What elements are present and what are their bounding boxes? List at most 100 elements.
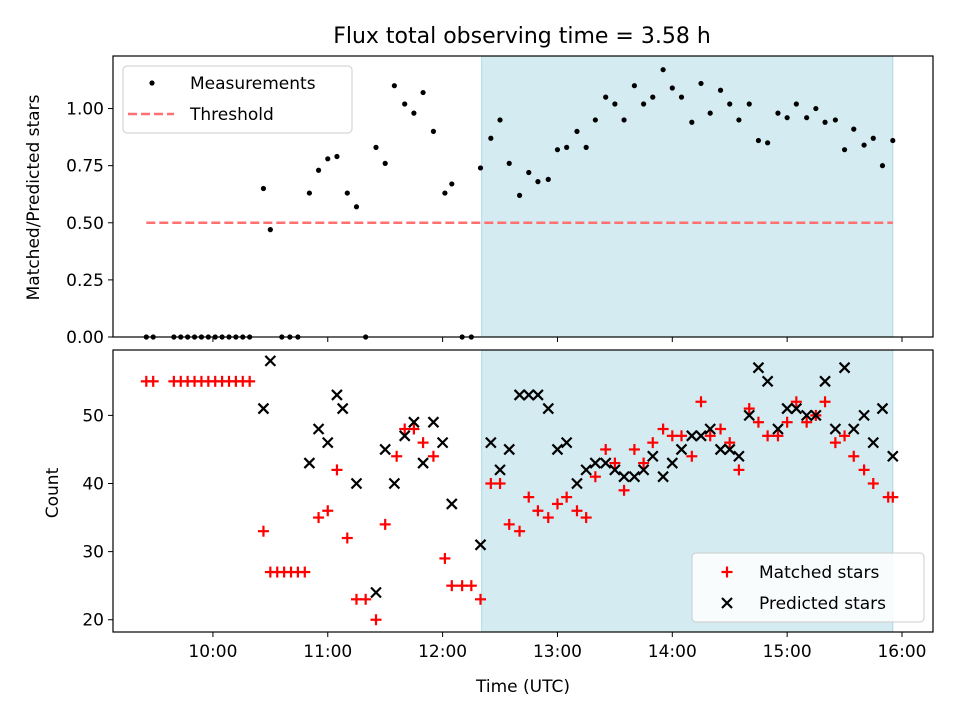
predicted-stars-points <box>257 355 899 599</box>
predicted-star-point <box>743 409 756 422</box>
measurement-point <box>315 167 322 173</box>
matched-star-point <box>446 580 458 592</box>
measurement-point <box>765 140 771 146</box>
matched-star-point <box>666 430 678 442</box>
top-y-tick-label: 0.75 <box>66 157 104 177</box>
measurement-point <box>650 94 656 100</box>
predicted-star-point <box>503 443 515 456</box>
measurement-point <box>736 117 742 123</box>
predicted-star-point <box>398 430 411 442</box>
bottom-legend-box <box>691 552 925 623</box>
x-tick-label: 16:00 <box>877 642 926 662</box>
predicted-star-point <box>723 443 736 456</box>
legend-measurements-label: Measurements <box>190 74 316 94</box>
matched-star-point <box>733 464 745 476</box>
measurement-point <box>545 176 551 182</box>
measurement-point <box>861 142 867 148</box>
predicted-star-point <box>494 464 506 476</box>
predicted-star-point <box>485 436 497 449</box>
matched-star-point <box>628 443 640 455</box>
measurement-point <box>707 110 713 116</box>
predicted-star-point <box>513 389 526 401</box>
measurement-point <box>583 144 589 150</box>
predicted-star-point <box>704 423 716 435</box>
chart-title: Flux total observing time = 3.58 h <box>333 24 711 49</box>
measurement-point <box>430 128 437 134</box>
matched-star-point <box>801 416 813 428</box>
matched-star-point <box>638 457 650 469</box>
measurement-point <box>564 144 570 150</box>
predicted-star-point <box>350 477 363 490</box>
predicted-star-point <box>887 450 899 463</box>
predicted-star-point <box>847 423 860 435</box>
legend-matched-marker <box>721 566 733 578</box>
measurement-point <box>325 156 331 162</box>
predicted-star-point <box>379 443 391 456</box>
measurement-point <box>870 135 876 141</box>
predicted-star-point <box>312 423 325 435</box>
matched-star-point <box>485 478 497 490</box>
top-y-axis-label: Matched/Predicted stars <box>24 94 44 300</box>
matched-star-point <box>724 437 736 449</box>
measurement-point <box>841 147 848 153</box>
matched-stars-points <box>140 375 899 626</box>
measurement-point <box>698 80 704 87</box>
matched-star-point <box>772 430 784 442</box>
legend-measurements-marker <box>149 80 155 86</box>
top-x-axis <box>212 337 903 342</box>
matched-star-point <box>465 580 477 592</box>
measurement-point <box>727 101 733 107</box>
measurement-point <box>804 115 810 121</box>
matched-star-point <box>571 505 583 517</box>
bottom-y-tick-label: 50 <box>82 406 104 426</box>
predicted-star-point <box>810 409 822 422</box>
measurement-point <box>851 126 857 132</box>
matched-star-point <box>532 505 544 517</box>
measurement-point <box>420 89 426 96</box>
predicted-star-point <box>522 389 535 401</box>
matched-star-point <box>781 416 793 428</box>
predicted-star-point <box>321 436 334 449</box>
measurement-point <box>746 101 752 107</box>
legend-predicted-cross <box>721 597 733 609</box>
measurement-point <box>526 169 532 176</box>
matched-star-point <box>752 416 764 428</box>
predicted-star-point <box>474 539 487 551</box>
predicted-star-point <box>761 375 774 388</box>
predicted-star-point <box>370 586 382 599</box>
matched-star-point <box>762 430 774 442</box>
matched-star-point <box>331 464 343 476</box>
measurement-point <box>391 83 397 89</box>
matched-star-point <box>514 525 526 537</box>
measurement-point <box>775 110 781 116</box>
matched-star-point <box>542 512 554 524</box>
top-y-tick-label: 0.25 <box>66 271 104 291</box>
measurement-point <box>640 101 647 107</box>
matched-star-point <box>647 437 659 449</box>
predicted-star-point <box>819 375 831 388</box>
predicted-star-point <box>446 498 458 510</box>
predicted-star-point <box>695 430 707 442</box>
predicted-star-point <box>628 470 641 483</box>
predicted-star-point <box>675 443 688 456</box>
predicted-star-point <box>829 423 842 435</box>
bottom-y-axis-label: Count <box>43 467 63 518</box>
x-tick-label: 15:00 <box>763 642 812 662</box>
predicted-star-point <box>657 470 669 483</box>
matched-star-point <box>322 505 334 517</box>
matched-star-point <box>609 457 621 469</box>
matched-star-point <box>391 450 403 462</box>
matched-star-point <box>887 491 899 503</box>
matched-star-point <box>589 471 601 483</box>
measurement-point <box>382 160 388 166</box>
predicted-star-point <box>532 389 544 401</box>
measurement-point <box>717 87 724 93</box>
legend-matched-plus <box>721 566 733 578</box>
matched-star-point <box>743 403 755 415</box>
measurement-point <box>402 101 408 107</box>
matched-star-point <box>341 532 353 544</box>
measurement-point <box>516 192 523 198</box>
predicted-star-point <box>264 355 277 367</box>
predicted-star-point <box>752 361 765 374</box>
